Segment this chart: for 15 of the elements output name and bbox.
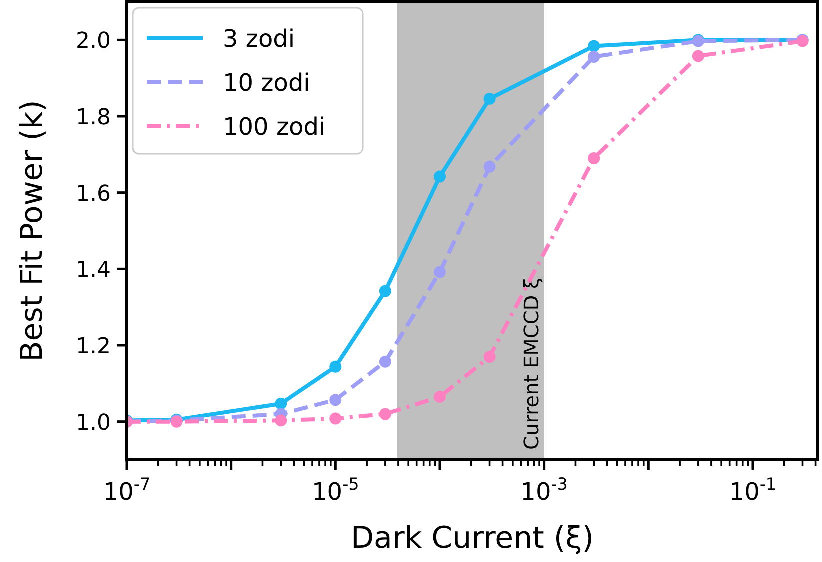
x-tick-label: 10$^{-1}$ [729,474,777,506]
y-tick-label: 2.0 [76,29,111,54]
y-tick-label: 1.2 [76,334,111,360]
y-tick-label: 1.4 [76,258,111,284]
y-tick-label: 1.0 [76,410,111,436]
y-tick-label: 1.8 [76,106,111,130]
legend-label: 100 zodi [223,113,326,141]
x-axis-title: Dark Current (ξ) [350,521,594,556]
x-tick-label: 10$^{-7}$ [103,474,151,506]
x-tick-label: 10$^{-3}$ [520,474,568,506]
legend-label: 3 zodi [223,25,296,53]
legend-label: 10 zodi [223,69,310,97]
x-tick-label: 10$^{-5}$ [312,474,360,506]
y-axis-title: Best Fit Power (k) [15,100,50,362]
y-tick-label: 1.6 [76,182,111,207]
